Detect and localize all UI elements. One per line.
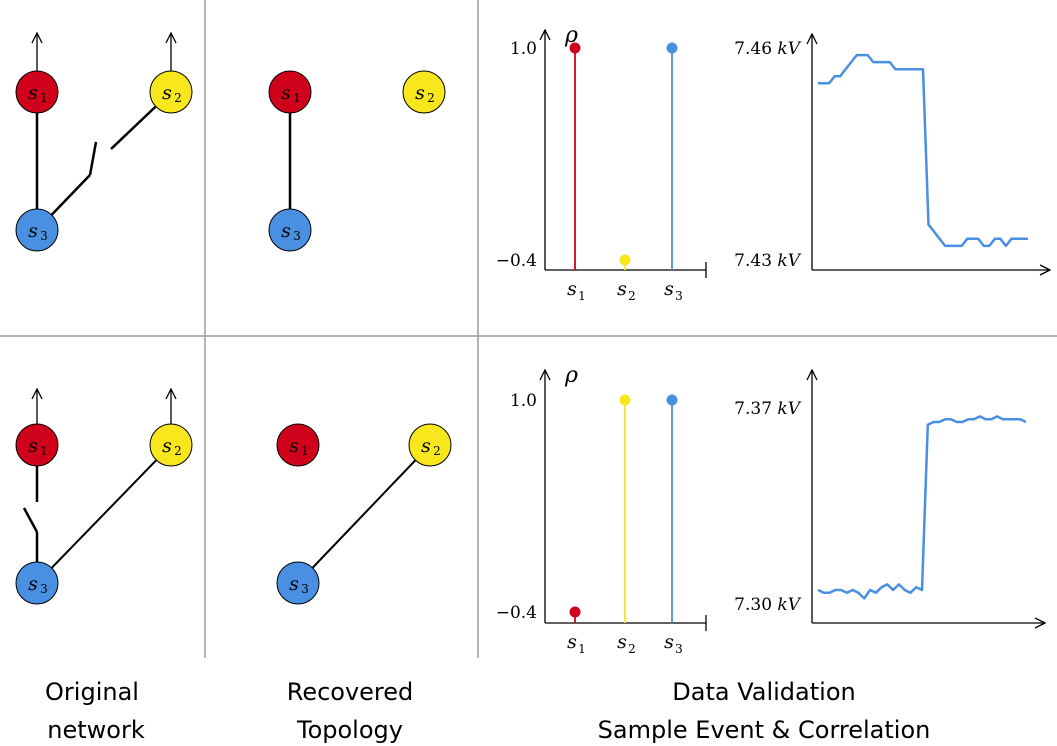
node-s2-circle	[408, 423, 452, 467]
captions: Original network Recovered Topology Data…	[45, 678, 930, 744]
y-axis-label: ρ	[564, 363, 578, 388]
node-s1-sub: 1	[40, 91, 48, 105]
node-s3-circle	[268, 208, 312, 252]
node-s3-circle	[15, 561, 59, 605]
y-tick-label: 7.37 kV	[734, 399, 802, 419]
x-tick-label: s	[617, 631, 627, 653]
caption-original-line1: Original	[45, 678, 139, 706]
node-s2-sub: 2	[427, 91, 435, 105]
recovered-line-s3-s2	[297, 444, 431, 584]
x-tick-label: s	[664, 278, 674, 300]
node-s2-circle	[149, 423, 193, 467]
y-tick-label: 7.43 kV	[734, 251, 802, 271]
correlation-point	[569, 42, 581, 54]
x-tick-subscript: 2	[628, 289, 636, 303]
correlation-point	[666, 394, 678, 406]
correlation-chart-bottom: ρ1.0−0.4s 1 s 2 s 3	[496, 363, 707, 656]
node-s2-circle	[402, 70, 446, 114]
node-s3-label: s	[28, 573, 38, 595]
y-axis-label: ρ	[564, 23, 578, 48]
node-s1-circle	[15, 423, 59, 467]
x-tick-subscript: 1	[578, 642, 586, 656]
node-s1: s 1	[15, 70, 59, 114]
open-switch-blade	[22, 507, 39, 533]
x-tick-label: s	[567, 278, 577, 300]
line-s3-s2	[36, 444, 172, 584]
voltage-trace	[818, 53, 1028, 248]
event-chart-top: 7.46 kV 7.43 kV	[734, 34, 1050, 271]
node-s1-label: s	[28, 82, 38, 104]
node-s2-label: s	[421, 435, 431, 457]
event-chart-bottom: 7.37 kV 7.30 kV	[734, 370, 1045, 623]
node-s1-circle	[276, 423, 320, 467]
node-s3-circle	[15, 208, 59, 252]
node-s1-label: s	[289, 435, 299, 457]
correlation-point	[619, 254, 631, 266]
node-s1-sub: 1	[40, 444, 48, 458]
node-s3-sub: 3	[301, 582, 309, 596]
node-s3-label: s	[289, 573, 299, 595]
y-tick-label: 7.46 kV	[734, 39, 802, 59]
node-s3: s 3	[15, 208, 59, 252]
y-tick-label: −0.4	[496, 603, 537, 623]
node-s2-circle	[149, 70, 193, 114]
x-tick-subscript: 2	[628, 642, 636, 656]
y-tick-label: 1.0	[510, 391, 537, 411]
node-s3-circle	[276, 561, 320, 605]
node-s1-circle	[268, 70, 312, 114]
panel-dividers	[0, 0, 1057, 658]
original-network-top: s 1 s 2 s 3	[15, 33, 193, 252]
open-switch-blade	[88, 141, 98, 176]
node-s1-label: s	[281, 82, 291, 104]
x-tick-label: s	[664, 631, 674, 653]
voltage-trace	[817, 415, 1027, 600]
original-network-bottom: s 1 s 2 s 3	[15, 389, 193, 605]
node-s2: s 2	[149, 70, 193, 114]
node-s1-label: s	[28, 435, 38, 457]
node-s2-sub: 2	[174, 444, 182, 458]
node-s1: s 1	[276, 423, 320, 467]
x-tick-subscript: 3	[675, 642, 683, 656]
caption-recovered-line2: Topology	[296, 716, 403, 744]
node-s2-sub: 2	[433, 444, 441, 458]
node-s2: s 2	[408, 423, 452, 467]
node-s3-sub: 3	[293, 229, 301, 243]
caption-original-line2: network	[47, 716, 145, 744]
node-s2-sub: 2	[174, 91, 182, 105]
node-s3-label: s	[281, 220, 291, 242]
x-tick-label: s	[617, 278, 627, 300]
y-tick-label: 7.30 kV	[734, 595, 802, 615]
y-tick-label: 1.0	[510, 39, 537, 59]
node-s1-circle	[15, 70, 59, 114]
node-s2-label: s	[162, 435, 172, 457]
node-s1-sub: 1	[301, 444, 309, 458]
node-s2: s 2	[402, 70, 446, 114]
correlation-point	[619, 394, 631, 406]
caption-validation-line2: Sample Event & Correlation	[598, 716, 931, 744]
recovered-topology-bottom: s 1 s 2 s 3	[276, 423, 452, 605]
recovered-topology-top: s 1 s 2 s 3	[268, 70, 446, 252]
y-tick-label: −0.4	[496, 251, 537, 271]
node-s3-label: s	[28, 220, 38, 242]
x-tick-label: s	[567, 631, 577, 653]
node-s3: s 3	[268, 208, 312, 252]
node-s3-sub: 3	[40, 582, 48, 596]
caption-recovered-line1: Recovered	[287, 678, 414, 706]
correlation-point	[569, 606, 581, 618]
x-tick-subscript: 3	[675, 289, 683, 303]
node-s2-label: s	[415, 82, 425, 104]
node-s2-label: s	[162, 82, 172, 104]
node-s1-sub: 1	[293, 91, 301, 105]
correlation-point	[666, 42, 678, 54]
node-s1: s 1	[268, 70, 312, 114]
node-s1: s 1	[15, 423, 59, 467]
node-s3: s 3	[15, 561, 59, 605]
node-s2: s 2	[149, 423, 193, 467]
x-tick-subscript: 1	[578, 289, 586, 303]
caption-validation-line1: Data Validation	[672, 678, 855, 706]
correlation-chart-top: ρ1.0−0.4s 1 s 2 s 3	[496, 23, 707, 303]
node-s3-sub: 3	[40, 229, 48, 243]
node-s3: s 3	[276, 561, 320, 605]
